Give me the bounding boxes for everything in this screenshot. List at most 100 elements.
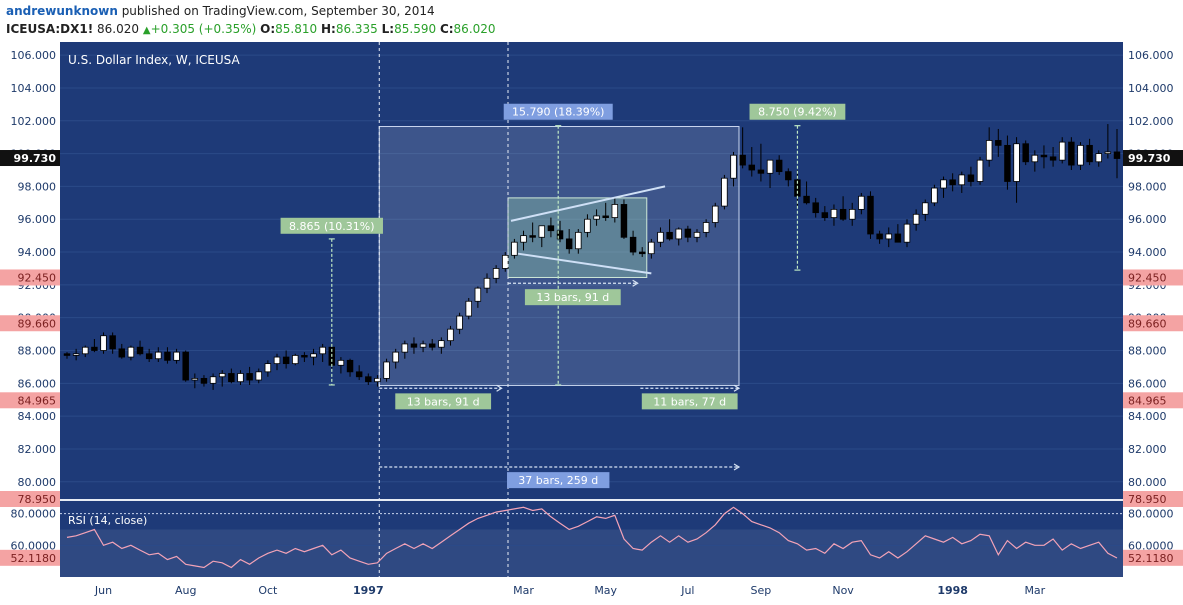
candle[interactable] [82,345,89,358]
candle[interactable] [912,209,920,231]
symbol-name[interactable]: ICEUSA:DX1! [6,22,94,36]
candle[interactable] [1068,137,1075,170]
candle[interactable] [1104,124,1112,159]
candle[interactable] [766,159,774,189]
candle[interactable] [191,373,199,389]
candle[interactable] [638,247,646,257]
candle[interactable] [575,229,582,254]
candle[interactable] [712,202,719,228]
candle[interactable] [1086,138,1093,166]
candle[interactable] [611,197,619,223]
candle[interactable] [821,206,829,221]
candle[interactable] [1077,142,1084,170]
candle[interactable] [438,337,445,354]
candle[interactable] [228,368,235,384]
candle[interactable] [730,151,737,187]
candle[interactable] [255,368,262,384]
candle[interactable] [502,252,509,272]
candle[interactable] [136,340,144,356]
candle[interactable] [346,358,354,377]
candle[interactable] [593,209,600,226]
candle[interactable] [584,214,591,238]
candle[interactable] [949,173,956,192]
candle[interactable] [118,343,126,359]
candle[interactable] [976,156,984,185]
candle[interactable] [812,197,819,218]
candle[interactable] [91,339,98,353]
candle[interactable] [419,340,427,353]
candle[interactable] [1004,135,1011,190]
candle[interactable] [282,350,290,369]
candle[interactable] [465,297,472,320]
candle[interactable] [757,143,765,182]
candle[interactable] [931,184,938,207]
candle[interactable] [867,191,874,239]
candle[interactable] [456,312,463,335]
candle[interactable] [885,227,892,248]
candle[interactable] [876,230,883,244]
candle[interactable] [803,181,810,205]
candle[interactable] [547,217,555,238]
candle[interactable] [1022,140,1029,166]
candle[interactable] [200,375,208,387]
candle[interactable] [447,325,454,346]
candle[interactable] [958,171,966,193]
candle[interactable] [985,127,993,167]
candle[interactable] [264,360,272,377]
candle[interactable] [145,348,153,362]
candle[interactable] [785,168,792,187]
candle[interactable] [739,127,746,169]
candle[interactable] [365,373,372,385]
candle[interactable] [428,339,436,351]
candle[interactable] [666,219,673,241]
candle[interactable] [1095,150,1102,167]
candle[interactable] [894,224,902,243]
candle[interactable] [246,366,253,385]
candle[interactable] [830,204,838,226]
candle[interactable] [72,348,80,361]
candle[interactable] [565,229,573,254]
candle[interactable] [684,225,692,243]
candle[interactable] [995,128,1002,157]
candle[interactable] [922,199,929,221]
candle[interactable] [556,220,564,243]
candle[interactable] [209,373,217,390]
candle[interactable] [620,199,628,239]
trendline-lower[interactable] [517,252,652,275]
candle[interactable] [775,155,783,175]
candle[interactable] [848,202,856,226]
candle[interactable] [401,340,409,359]
candle[interactable] [1040,145,1048,169]
candle[interactable] [1113,128,1121,179]
candle[interactable] [520,230,527,251]
candle[interactable] [474,286,482,308]
candle[interactable] [492,265,500,284]
candle[interactable] [629,230,637,256]
candle[interactable] [127,345,135,361]
candle[interactable] [1049,147,1057,167]
candle[interactable] [940,176,947,198]
candle[interactable] [337,357,345,374]
candle[interactable] [858,192,865,215]
candle[interactable] [155,347,162,362]
candle[interactable] [1013,137,1020,203]
candle[interactable] [721,174,728,210]
trendline-upper[interactable] [510,185,666,222]
candle[interactable] [273,353,281,371]
candle[interactable] [675,227,682,246]
candle[interactable] [237,370,244,385]
candle[interactable] [374,375,381,387]
candle[interactable] [100,332,107,354]
candle[interactable] [173,348,180,364]
candle[interactable] [511,238,518,259]
candle[interactable] [602,202,609,221]
candle[interactable] [355,365,363,381]
candle[interactable] [1058,137,1066,164]
candle[interactable] [483,273,491,294]
candle[interactable] [310,348,317,366]
candle[interactable] [319,343,326,362]
candle[interactable] [748,147,756,177]
rsi-line[interactable] [66,506,1118,569]
candle[interactable] [301,352,308,362]
candle[interactable] [538,225,546,248]
